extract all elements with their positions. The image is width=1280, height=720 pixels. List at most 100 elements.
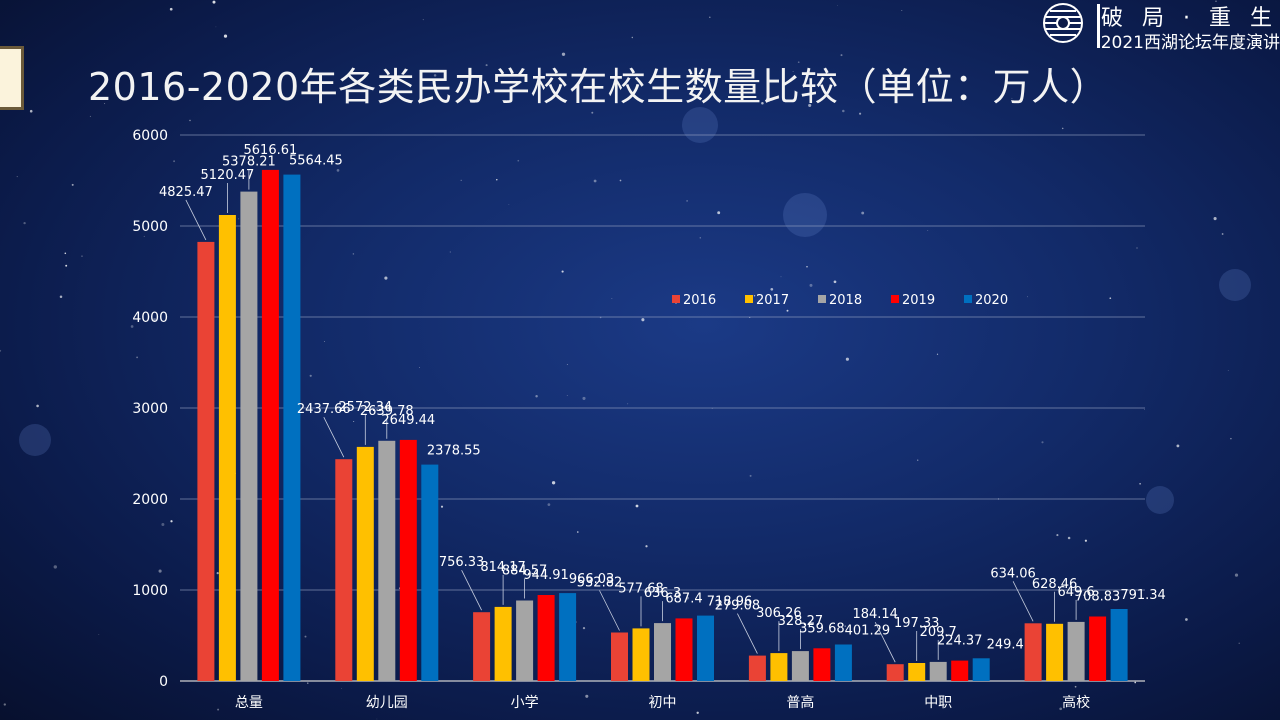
star <box>441 453 443 455</box>
bar-2017 <box>632 628 650 681</box>
y-tick-label: 1000 <box>132 583 168 599</box>
bar-2017 <box>770 653 788 681</box>
star <box>1061 127 1064 130</box>
star <box>161 523 165 526</box>
star <box>1227 370 1229 371</box>
star <box>53 565 57 569</box>
bar-2017 <box>218 215 236 681</box>
leader-line <box>874 622 896 663</box>
star <box>627 403 629 405</box>
star <box>104 103 106 105</box>
bar-2018 <box>516 600 534 681</box>
data-label: 944.91 <box>523 568 569 583</box>
legend-label: 2018 <box>829 293 862 308</box>
star <box>1136 247 1138 249</box>
star <box>352 253 355 255</box>
bar-2017 <box>494 606 512 681</box>
legend-swatch-2020 <box>964 295 972 303</box>
star <box>336 169 340 172</box>
star <box>29 109 33 113</box>
star <box>1084 539 1087 542</box>
x-tick-label: 普高 <box>786 694 814 711</box>
data-label: 649.6 <box>1057 585 1094 600</box>
star <box>780 276 782 278</box>
x-tick-label: 初中 <box>649 694 677 711</box>
star <box>189 119 191 122</box>
star <box>917 459 919 461</box>
star <box>593 179 597 183</box>
star <box>844 625 846 627</box>
star <box>1056 534 1059 537</box>
bar-2019 <box>813 648 831 681</box>
star <box>152 318 157 322</box>
bar-2019 <box>261 169 279 681</box>
x-tick-label: 总量 <box>235 695 263 711</box>
star <box>797 61 800 64</box>
bar-2018 <box>378 440 396 681</box>
bar-2020 <box>421 464 439 681</box>
star <box>1185 618 1188 621</box>
leader-line <box>737 613 758 654</box>
star <box>566 395 568 396</box>
data-label: 401.29 <box>845 624 891 639</box>
star <box>517 159 520 162</box>
y-tick-label: 3000 <box>132 401 168 417</box>
star <box>686 200 688 202</box>
data-label: 2639.78 <box>360 404 414 419</box>
bar-2020 <box>697 615 714 681</box>
star <box>353 421 355 422</box>
star <box>1074 685 1077 688</box>
bar-2016 <box>197 241 215 681</box>
x-tick-label: 幼儿园 <box>366 695 408 711</box>
legend-swatch-2019 <box>891 295 899 303</box>
star <box>81 255 83 257</box>
star <box>324 340 325 342</box>
leader-line <box>599 590 620 631</box>
data-label: 5616.61 <box>244 143 298 158</box>
star <box>842 109 845 113</box>
star <box>440 505 444 508</box>
star <box>384 276 388 280</box>
star <box>1144 408 1145 410</box>
leader-line <box>185 199 207 241</box>
star <box>577 531 579 533</box>
star <box>89 115 91 117</box>
bar-2019 <box>537 595 555 681</box>
bar-2016 <box>1024 623 1042 681</box>
star <box>376 718 378 720</box>
data-label: 814.17 <box>480 560 526 575</box>
bar-2017 <box>1046 623 1064 681</box>
data-label: 756.33 <box>439 555 485 570</box>
star <box>535 394 538 398</box>
star <box>809 283 813 287</box>
star <box>212 0 216 4</box>
x-tick-label: 高校 <box>1062 694 1090 711</box>
star <box>561 52 566 56</box>
star <box>419 367 421 368</box>
star <box>215 26 217 28</box>
data-label: 359.68 <box>799 621 845 636</box>
star <box>696 711 699 714</box>
star <box>217 708 220 711</box>
star <box>833 280 837 284</box>
x-tick-label: 小学 <box>511 695 539 711</box>
star <box>753 295 756 297</box>
bar-2016 <box>886 664 904 681</box>
star <box>927 230 929 231</box>
star <box>216 572 219 575</box>
star <box>307 682 309 684</box>
star <box>449 251 451 253</box>
data-label: 636.3 <box>644 586 681 601</box>
page-title: 2016-2020年各类民办学校在校生数量比较（单位：万人） <box>88 65 1109 109</box>
leader-line <box>461 570 482 611</box>
star <box>71 183 74 186</box>
data-label: 328.27 <box>778 614 824 629</box>
star <box>59 295 63 299</box>
data-label: 279.08 <box>715 599 761 614</box>
bar-2020 <box>972 658 990 681</box>
x-tick-label: 中职 <box>924 695 952 711</box>
legend-label: 2019 <box>902 293 935 308</box>
star <box>173 160 176 163</box>
star <box>631 36 633 39</box>
